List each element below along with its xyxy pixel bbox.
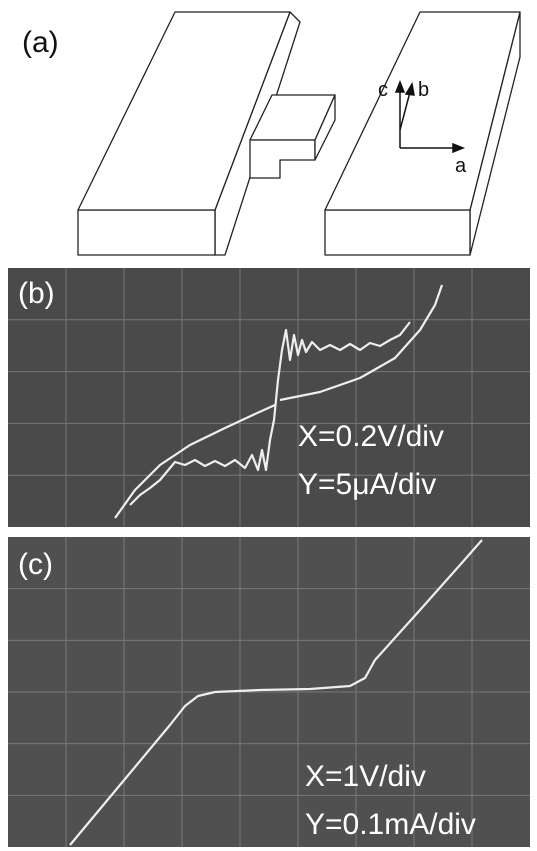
figure: (a) c b a (b) X=0.2V/div [0,0,537,851]
panel-b: (b) X=0.2V/div Y=5μA/div [8,268,530,527]
scale-label: X=0.2V/div [298,420,444,453]
block-front [78,210,215,255]
panel-label: (a) [22,26,59,59]
panel-label: (c) [18,548,53,581]
scale-label: Y=5μA/div [298,468,436,501]
panel-label: (b) [18,277,55,310]
panel-a: (a) c b a [0,0,537,262]
axis-label: c [378,79,388,101]
block-front [325,210,470,255]
scale-label: X=1V/div [305,760,426,793]
panel-c: (c) X=1V/div Y=0.1mA/div [8,537,530,847]
axis-label: b [418,79,429,101]
scope-screen [8,268,530,527]
page: (a) c b a (b) X=0.2V/div [0,0,537,851]
axis-label: a [455,155,467,177]
scale-label: Y=0.1mA/div [305,808,476,841]
